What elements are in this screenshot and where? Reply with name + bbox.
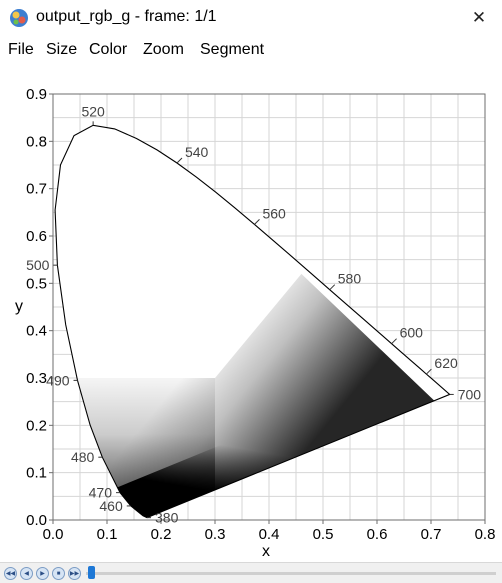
wavelength-tick [426,368,432,375]
menu-size[interactable]: Size [46,41,78,58]
fill-shade-dark [107,359,450,518]
wavelength-label: 500 [26,257,50,273]
play-button[interactable]: ▶ [36,567,49,580]
menu-zoom[interactable]: Zoom [143,41,184,58]
x-tick-label: 0.8 [475,526,496,543]
close-button[interactable]: ✕ [456,0,502,36]
playback-bar: ◀◀ ◀ ▶ ■ ▶▶ [0,562,502,583]
title-bar: output_rgb_g - frame: 1/1 ✕ [0,0,502,36]
x-tick-label: 0.3 [205,526,226,543]
last-frame-button[interactable]: ▶▶ [68,567,81,580]
app-icon [10,9,28,27]
y-tick-label: 0.3 [26,370,47,387]
wavelength-tick [176,157,183,164]
wavelength-label: 460 [99,498,123,514]
spectral-locus [54,124,451,519]
wavelength-label: 620 [434,355,458,371]
wavelength-label: 470 [89,485,113,501]
x-tick-label: 0.6 [367,526,388,543]
wavelength-label: 490 [46,372,70,388]
wavelength-label: 380 [155,510,179,526]
menu-file[interactable]: File [8,41,34,58]
image-canvas[interactable]: 0.0 0.1 0.2 0.3 0.4 0.5 0.6 0.7 0.8 0.0 0.1 0.2 0.3 0… [0,64,502,562]
wavelength-label: 600 [400,325,424,341]
wavelength-label: 480 [71,449,95,465]
wavelength-label: 580 [338,271,362,287]
wavelength-label: 540 [185,144,209,160]
wavelength-label: 560 [262,205,286,221]
y-tick-label: 0.6 [26,228,47,245]
wavelength-label: 520 [81,103,105,119]
y-tick-label: 0.5 [26,275,47,292]
x-tick-label: 0.5 [313,526,334,543]
prev-frame-button[interactable]: ◀ [20,567,33,580]
axes: 0.0 0.1 0.2 0.3 0.4 0.5 0.6 0.7 0.8 0.0 0.1 0.2 0.3 0… [15,86,495,560]
gamut-fill [55,125,450,518]
menu-bar: File Size Color Zoom Segment [0,36,502,65]
y-tick-label: 0.8 [26,133,47,150]
y-tick-label: 0.9 [26,86,47,103]
wavelength-tick [254,219,260,225]
menu-segment[interactable]: Segment [200,41,265,58]
x-tick-label: 0.7 [421,526,442,543]
menu-color[interactable]: Color [89,41,128,58]
x-axis-label: x [262,543,270,560]
x-tick-label: 0.1 [97,526,118,543]
y-tick-label: 0.1 [26,465,47,482]
x-tick-label: 0.0 [43,526,64,543]
x-tick-label: 0.4 [259,526,280,543]
window-title: output_rgb_g - frame: 1/1 [36,8,217,25]
frame-slider-thumb[interactable] [88,566,95,579]
stop-button[interactable]: ■ [52,567,65,580]
first-frame-button[interactable]: ◀◀ [4,567,17,580]
y-tick-label: 0.2 [26,417,47,434]
wavelength-tick [329,284,336,291]
y-tick-label: 0.0 [26,512,47,529]
y-tick-label: 0.4 [26,323,47,340]
wavelength-tick [391,338,397,345]
x-tick-label: 0.2 [151,526,172,543]
chromaticity-chart: 0.0 0.1 0.2 0.3 0.4 0.5 0.6 0.7 0.8 0.0 0.1 0.2 0.3 0… [15,86,495,560]
frame-slider-track[interactable] [86,572,496,575]
fill-highlight [55,125,249,343]
y-axis-label: y [15,298,23,315]
wavelength-label: 700 [458,386,482,402]
locus-line [54,124,451,519]
y-tick-label: 0.7 [26,181,47,198]
close-icon: ✕ [471,8,487,27]
